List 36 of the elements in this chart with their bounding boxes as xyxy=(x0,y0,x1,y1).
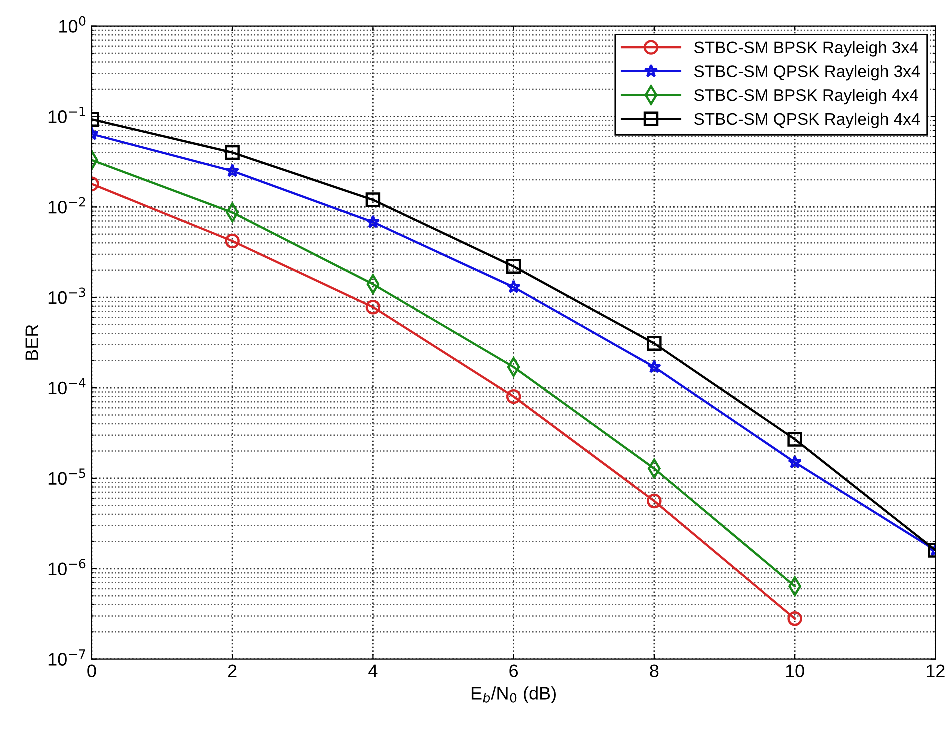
x-tick-label: 10 xyxy=(786,664,804,678)
y-tick-label: 10$^{0}$ xyxy=(60,16,86,33)
x-tick-label: 8 xyxy=(650,664,659,678)
x-tick-label: 6 xyxy=(510,664,518,678)
point xyxy=(647,360,662,374)
y-tick-label: 10$^{−6}$ xyxy=(48,559,86,576)
x-tick-label: 4 xyxy=(368,664,378,678)
point xyxy=(226,164,240,178)
point xyxy=(366,214,380,228)
point xyxy=(647,494,662,509)
point xyxy=(788,432,802,447)
y-tick-label: 10$^{−2}$ xyxy=(48,197,86,214)
y-tick-label: 10$^{−3}$ xyxy=(48,288,86,304)
legend-label: STBC-SM QPSK Rayleigh 3x4 xyxy=(694,65,920,81)
point xyxy=(788,612,802,626)
point xyxy=(506,280,521,294)
point xyxy=(225,145,240,160)
y-tick-label: 10$^{−7}$ xyxy=(48,650,86,666)
point xyxy=(366,192,381,208)
x-tick-label: 2 xyxy=(228,664,237,678)
y-tick-label: 10$^{−4}$ xyxy=(48,378,86,395)
point xyxy=(225,234,240,249)
point xyxy=(788,455,802,469)
y-tick-label: 10$^{−1}$ xyxy=(48,107,86,124)
legend-label: STBC-SM QPSK Rayleigh 4x4 xyxy=(694,112,920,128)
x-tick-label: 12 xyxy=(927,664,945,678)
point xyxy=(506,259,522,274)
legend-label: STBC-SM BPSK Rayleigh 4x4 xyxy=(694,89,918,105)
x-axis-title: E$_{b}$/N$_{0}$ (dB) xyxy=(472,686,556,704)
legend-label: STBC-SM BPSK Rayleigh 3x4 xyxy=(694,41,918,57)
point xyxy=(647,336,662,351)
y-axis-title: BER xyxy=(26,325,38,360)
y-tick-label: 10$^{−5}$ xyxy=(48,468,86,486)
point xyxy=(506,389,522,404)
x-tick-label: 0 xyxy=(88,664,96,678)
point xyxy=(366,300,381,315)
